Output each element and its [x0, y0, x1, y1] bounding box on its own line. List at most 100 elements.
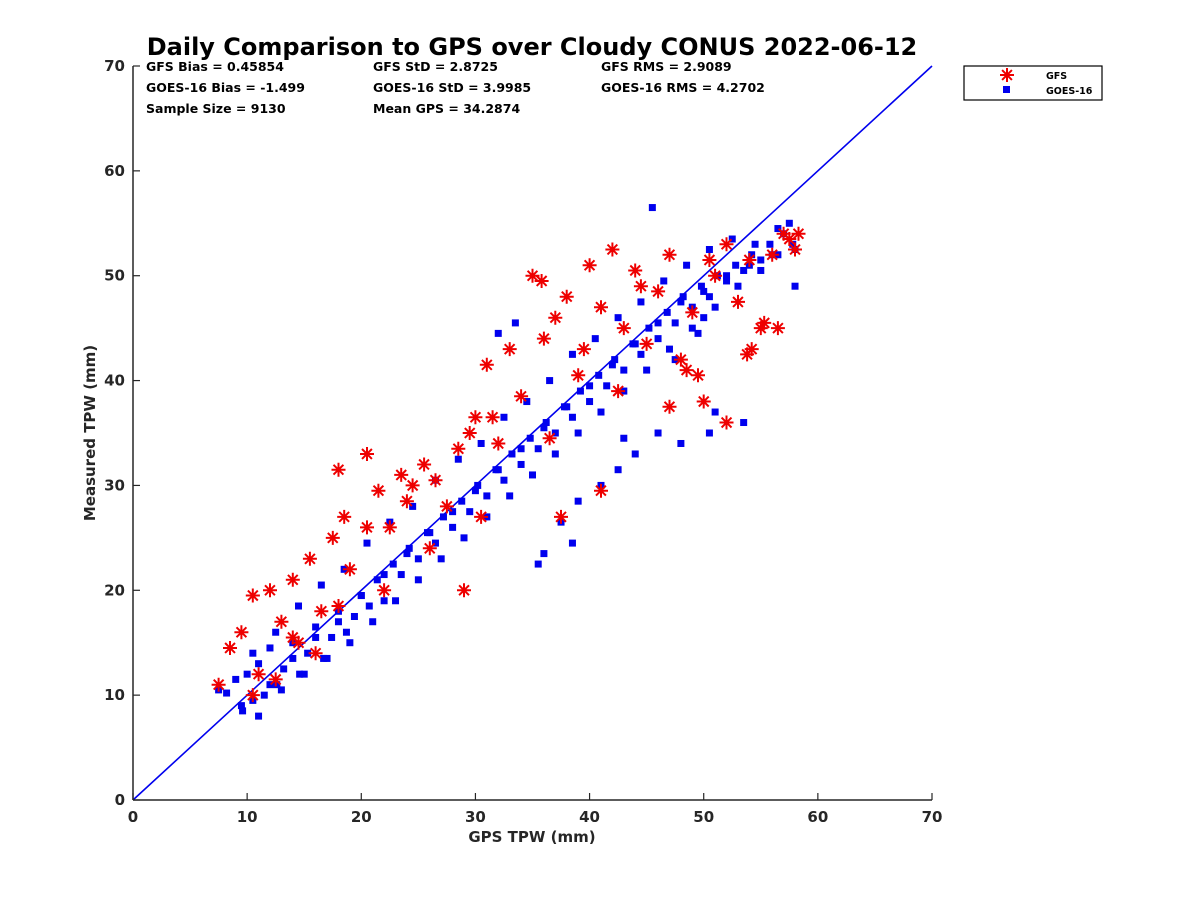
goes-16-point [614, 466, 622, 474]
gfs-point [342, 562, 357, 577]
gfs-point [457, 583, 471, 598]
goes-16-point [534, 445, 542, 453]
stat-goes-std: GOES-16 StD = 3.9985 [373, 80, 531, 95]
goes-16-point [757, 266, 765, 274]
goes-16-point [397, 571, 405, 579]
x-tick-label: 30 [465, 808, 486, 826]
legend-goes-16-label: GOES-16 [1046, 86, 1093, 97]
statistics-block: GFS Bias = 0.45854 GFS StD = 2.8725 GFS … [146, 59, 765, 116]
gfs-point [268, 672, 283, 687]
goes-16-point [365, 602, 373, 610]
stat-sample-size: Sample Size = 9130 [146, 101, 286, 116]
goes-16-point [280, 665, 288, 673]
series-gfs-points [211, 226, 806, 703]
goes-16-point [266, 644, 274, 652]
gfs-point [628, 263, 643, 278]
gfs-point [719, 415, 734, 430]
gfs-point [702, 253, 717, 267]
gfs-point [302, 551, 317, 566]
goes-16-point [620, 366, 628, 374]
goes-16-point [494, 329, 502, 337]
goes-16-point [350, 613, 358, 620]
x-tick-label: 0 [128, 808, 138, 826]
goes-16-point [660, 277, 668, 285]
goes-16-point [540, 424, 548, 432]
goes-16-point [380, 597, 388, 605]
goes-16-point [789, 240, 797, 248]
goes-16-point [289, 654, 297, 662]
gfs-point [399, 494, 414, 509]
goes-16-point [774, 225, 782, 233]
goes-16-point [740, 266, 748, 274]
gfs-point [377, 583, 392, 598]
goes-16-point [683, 261, 691, 269]
goes-16-point [648, 204, 656, 212]
goes-16-point [574, 429, 582, 437]
goes-16-point [304, 649, 312, 657]
goes-16-point [312, 633, 320, 641]
goes-16-point [679, 293, 687, 301]
x-tick-label: 20 [351, 808, 372, 826]
goes-16-point [500, 413, 508, 421]
gfs-point [479, 357, 494, 372]
gfs-point [382, 520, 397, 535]
goes-16-point [723, 272, 731, 280]
goes-16-point [540, 550, 548, 558]
gfs-point [422, 541, 437, 556]
y-tick-label: 20 [104, 581, 125, 599]
gfs-point [782, 232, 797, 246]
gfs-point [223, 641, 237, 655]
goes-16-point [663, 308, 671, 316]
goes-16-point [643, 366, 651, 374]
gfs-point [405, 478, 420, 493]
x-ticks: 0 10 20 30 40 50 60 70 [128, 793, 942, 826]
gfs-point [740, 347, 755, 362]
goes-16-point [568, 539, 576, 547]
goes-16-point [665, 345, 673, 353]
gfs-point [673, 352, 688, 367]
goes-16-point [223, 689, 231, 697]
gfs-point [325, 530, 340, 545]
x-tick-label: 10 [237, 808, 258, 826]
goes-16-point [700, 314, 708, 322]
goes-16-point [705, 429, 713, 437]
plot-area [132, 65, 933, 801]
goes-16-point [255, 712, 263, 720]
goes-16-point [334, 618, 342, 626]
gfs-point [742, 253, 757, 267]
stat-gfs-std: GFS StD = 2.8725 [373, 59, 498, 74]
goes-16-point [426, 529, 434, 537]
goes-16-point [551, 429, 559, 437]
gfs-point [679, 363, 694, 378]
goes-16-point [597, 408, 605, 416]
goes-16-point [631, 340, 639, 348]
goes-16-point [237, 702, 245, 710]
goes-16-point [389, 560, 397, 568]
goes-16-point [671, 319, 679, 327]
goes-16-point [766, 240, 774, 248]
gfs-point [474, 509, 489, 524]
gfs-point [576, 342, 591, 357]
goes-16-point [380, 571, 388, 579]
goes-16-point [255, 660, 263, 668]
gfs-point [559, 289, 574, 304]
gfs-point [285, 630, 300, 645]
gfs-point [765, 247, 780, 262]
goes-16-point [603, 382, 611, 390]
gfs-point [291, 635, 306, 650]
gfs-point [331, 599, 346, 613]
reference-line [132, 65, 933, 801]
goes-16-point [494, 466, 502, 474]
goes-16-point [542, 419, 550, 427]
gfs-point [791, 226, 806, 241]
gfs-point [308, 646, 323, 661]
gfs-point [491, 436, 506, 451]
goes-16-point [243, 670, 251, 678]
goes-16-point [273, 681, 281, 689]
y-tick-label: 50 [104, 267, 125, 285]
goes-16-point [517, 445, 525, 453]
goes-16-point [342, 628, 350, 636]
gfs-point [662, 247, 677, 262]
goes-16-point [677, 298, 685, 306]
gfs-point [251, 667, 266, 682]
